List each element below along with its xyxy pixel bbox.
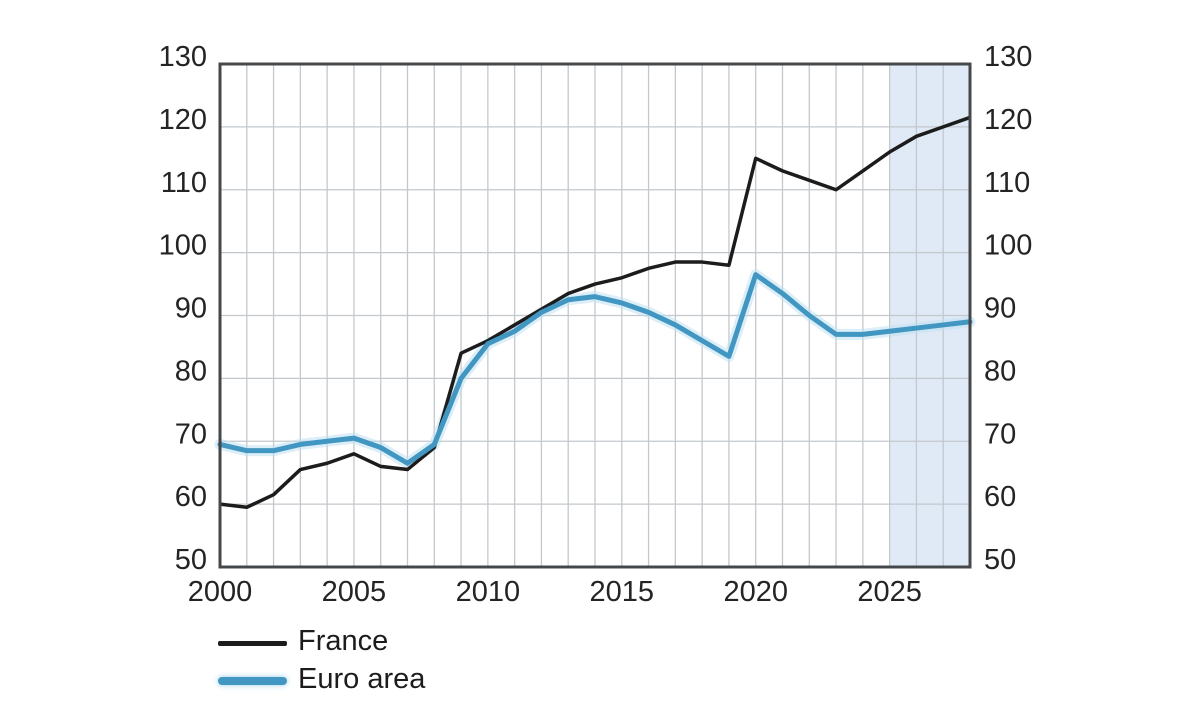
plot-frame bbox=[218, 62, 972, 569]
x-tick-label: 2015 bbox=[590, 576, 655, 608]
y-tick-label-right: 130 bbox=[984, 41, 1032, 73]
x-tick-label: 2005 bbox=[322, 576, 387, 608]
x-tick-label: 2010 bbox=[456, 576, 521, 608]
x-tick-label: 2000 bbox=[188, 576, 253, 608]
legend: France Euro area bbox=[218, 624, 425, 700]
y-tick-label-left: 60 bbox=[175, 481, 207, 513]
y-tick-label-right: 90 bbox=[984, 293, 1016, 325]
france-line bbox=[219, 115, 971, 510]
y-tick-label-right: 70 bbox=[984, 418, 1016, 450]
x-tick-label: 2020 bbox=[723, 576, 788, 608]
y-tick-label-right: 60 bbox=[984, 481, 1016, 513]
y-tick-label-right: 100 bbox=[984, 230, 1032, 262]
legend-item-france: France bbox=[218, 624, 425, 662]
euro-area-line bbox=[217, 272, 973, 466]
y-tick-label-left: 70 bbox=[175, 418, 207, 450]
legend-item-euro-area: Euro area bbox=[218, 662, 425, 700]
x-tick-label: 2025 bbox=[857, 576, 922, 608]
y-tick-label-right: 120 bbox=[984, 104, 1032, 136]
legend-label-euro-area: Euro area bbox=[298, 663, 426, 695]
y-tick-label-left: 100 bbox=[159, 230, 207, 262]
legend-label-france: France bbox=[298, 625, 389, 657]
y-tick-label-left: 110 bbox=[161, 167, 207, 199]
euro-area-line-swatch bbox=[218, 677, 287, 685]
y-tick-label-left: 120 bbox=[159, 104, 207, 136]
y-tick-label-left: 130 bbox=[159, 41, 207, 73]
y-tick-label-right: 50 bbox=[984, 544, 1016, 576]
y-tick-label-left: 90 bbox=[175, 293, 207, 325]
y-tick-label-right: 110 bbox=[984, 167, 1030, 199]
y-tick-label-right: 80 bbox=[984, 355, 1016, 387]
france-line-swatch bbox=[218, 640, 287, 646]
y-tick-label-left: 50 bbox=[175, 544, 207, 576]
y-tick-label-left: 80 bbox=[175, 355, 207, 387]
